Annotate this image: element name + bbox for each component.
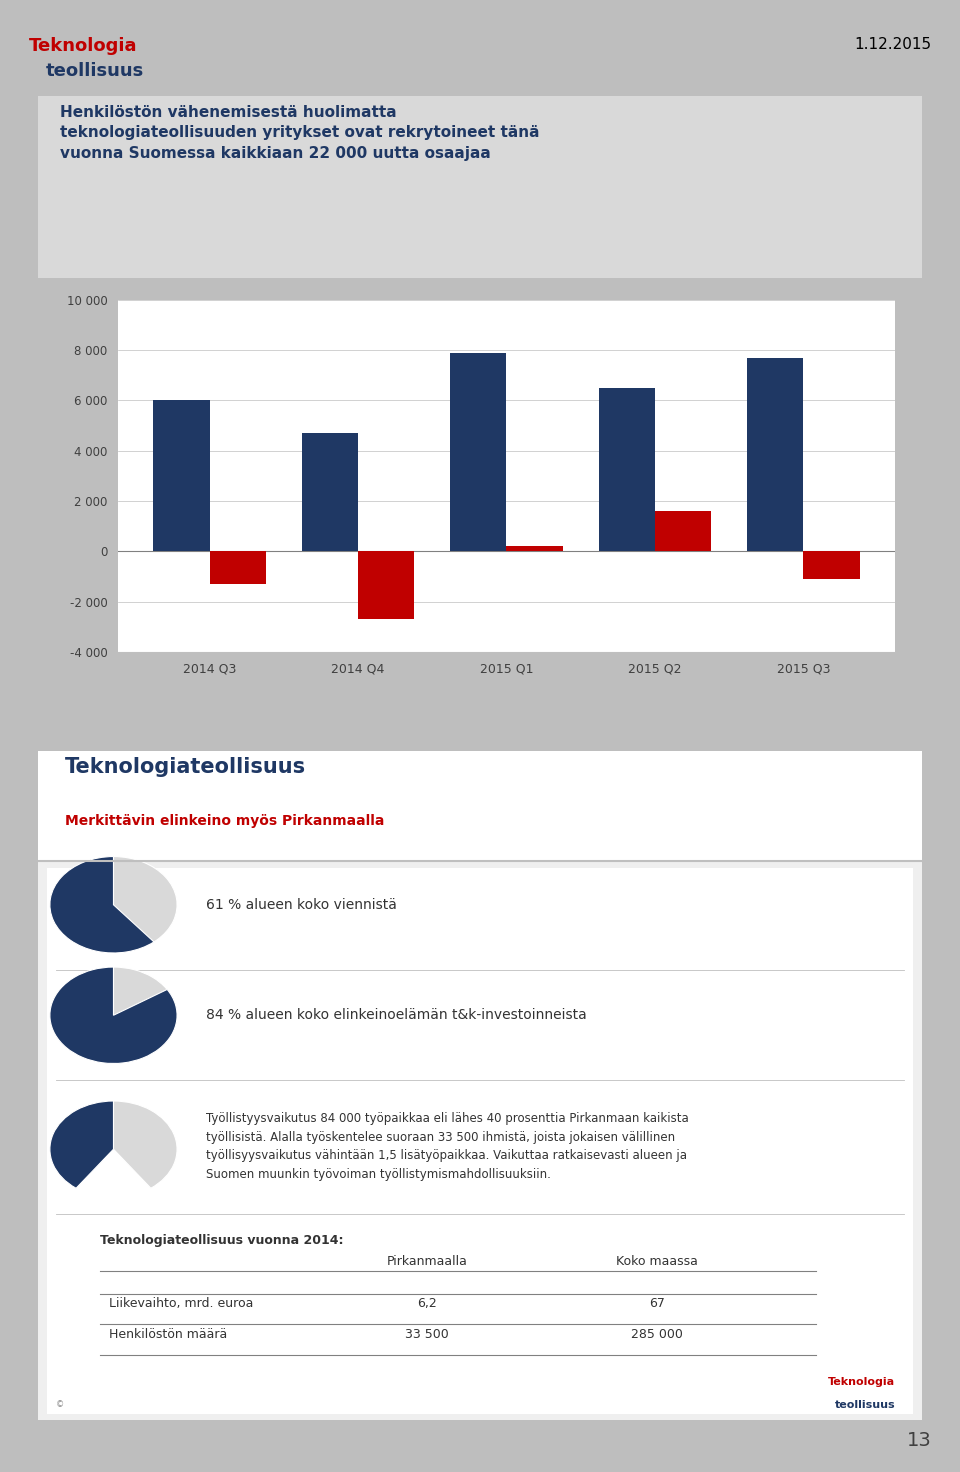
Text: 6,2: 6,2 <box>418 1297 437 1310</box>
Text: Teknologia: Teknologia <box>828 1376 895 1387</box>
FancyBboxPatch shape <box>38 96 922 278</box>
Bar <box>358 552 415 620</box>
Text: Lähde: Teknologiateollisuus ry:n henkilöstötiedustelu: Lähde: Teknologiateollisuus ry:n henkilö… <box>118 846 376 855</box>
FancyBboxPatch shape <box>47 868 913 1413</box>
Text: 33 500: 33 500 <box>405 1328 449 1341</box>
FancyBboxPatch shape <box>38 861 922 1420</box>
Wedge shape <box>50 967 177 1063</box>
Legend: Henkilöstömäärän muutos edelliseen vuosineljännekseen verrattuna, Rekrytoidun he: Henkilöstömäärän muutos edelliseen vuosi… <box>123 771 502 795</box>
Text: Koko maassa: Koko maassa <box>615 1254 698 1267</box>
Bar <box>747 358 804 552</box>
Text: ©: © <box>56 1400 64 1409</box>
Wedge shape <box>113 1101 177 1188</box>
Text: teollisuus: teollisuus <box>46 62 144 79</box>
Bar <box>598 387 655 552</box>
Bar <box>301 433 358 552</box>
Bar <box>655 511 711 552</box>
Text: 1.12.2015: 1.12.2015 <box>854 37 931 52</box>
Bar <box>154 400 209 552</box>
Bar <box>209 552 266 584</box>
Text: 285 000: 285 000 <box>631 1328 683 1341</box>
Text: Teknologia: Teknologia <box>831 786 895 796</box>
Text: 61 % alueen koko viennistä: 61 % alueen koko viennistä <box>206 898 397 911</box>
Wedge shape <box>50 967 177 1063</box>
Text: 67: 67 <box>649 1297 664 1310</box>
Bar <box>450 353 507 552</box>
Text: Pirkanmaalla: Pirkanmaalla <box>387 1254 468 1267</box>
Text: Henkilöstön määrä: Henkilöstön määrä <box>109 1328 228 1341</box>
Text: Teknologiateollisuus: Teknologiateollisuus <box>65 758 306 777</box>
Bar <box>804 552 860 578</box>
FancyBboxPatch shape <box>38 751 922 861</box>
Text: Teknologia: Teknologia <box>29 37 137 54</box>
Text: Henkilöstön vähenemisestä huolimatta
teknologiateollisuuden yritykset ovat rekry: Henkilöstön vähenemisestä huolimatta tek… <box>60 105 540 160</box>
Bar <box>507 546 563 552</box>
Text: Liikevaihto, mrd. euroa: Liikevaihto, mrd. euroa <box>109 1297 253 1310</box>
Text: Teknologiateollisuus vuonna 2014:: Teknologiateollisuus vuonna 2014: <box>100 1235 344 1247</box>
Text: Merkittävin elinkeino myös Pirkanmaalla: Merkittävin elinkeino myös Pirkanmaalla <box>65 814 384 829</box>
Text: teollisuus: teollisuus <box>834 1400 895 1410</box>
Wedge shape <box>50 857 154 952</box>
Text: 84 % alueen koko elinkeinoelämän t&k-investoinneista: 84 % alueen koko elinkeinoelämän t&k-inv… <box>206 1008 587 1022</box>
Wedge shape <box>50 1101 113 1188</box>
Text: Työllistyysvaikutus 84 000 työpaikkaa eli lähes 40 prosenttia Pirkanmaan kaikist: Työllistyysvaikutus 84 000 työpaikkaa el… <box>206 1113 689 1181</box>
Text: 13: 13 <box>906 1431 931 1450</box>
Text: teollisuus: teollisuus <box>838 832 895 842</box>
Wedge shape <box>73 857 177 952</box>
